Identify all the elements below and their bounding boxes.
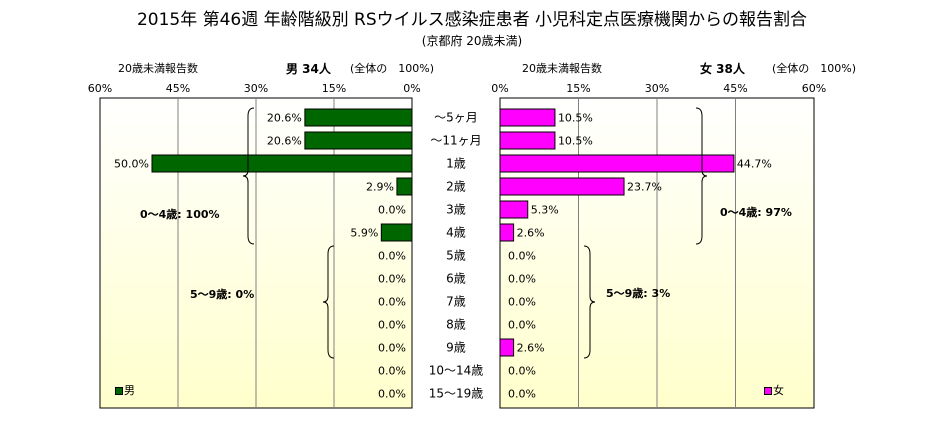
male-value-label: 2.9%	[366, 181, 394, 194]
legend-female-swatch	[764, 387, 772, 395]
female-value-label: 23.7%	[627, 181, 662, 194]
male-bar	[304, 108, 413, 127]
legend-male-label: 男	[124, 384, 135, 397]
female-value-label: 0.0%	[508, 250, 536, 263]
male-value-label: 50.0%	[114, 158, 149, 171]
right-tick-label: 30%	[645, 82, 669, 95]
category-label: 10～14歳	[429, 364, 484, 378]
category-label: 4歳	[446, 226, 466, 240]
female-bar	[499, 131, 556, 150]
left-count-label: 20歳未満報告数	[118, 62, 198, 75]
female-value-label: 0.0%	[508, 319, 536, 332]
female-value-label: 2.6%	[517, 342, 545, 355]
male-value-label: 20.6%	[267, 135, 302, 148]
right-tick-label: 45%	[723, 82, 747, 95]
category-label: ～5ヶ月	[434, 111, 478, 125]
category-label: 7歳	[446, 295, 466, 309]
male-bar	[396, 177, 413, 196]
left-ratio-label: (全体の 100%)	[350, 62, 435, 75]
left-tick-label: 0%	[403, 82, 420, 95]
legend-female: 女	[764, 382, 784, 398]
legend-female-label: 女	[773, 384, 784, 397]
right-count-label: 20歳未満報告数	[522, 62, 602, 75]
right-ratio-label: (全体の 100%)	[772, 62, 857, 75]
left-tick-label: 30%	[244, 82, 268, 95]
female-value-label: 10.5%	[558, 112, 593, 125]
female-value-label: 0.0%	[508, 388, 536, 401]
male-value-label: 0.0%	[378, 319, 406, 332]
category-label: 3歳	[446, 203, 466, 217]
right-sex-label: 女 38人	[700, 62, 745, 76]
right-tick-label: 60%	[802, 82, 826, 95]
left-sex-label: 男 34人	[286, 62, 331, 76]
male-0-4-group-label: 0～4歳: 100%	[140, 207, 220, 221]
female-5-9-group-label: 5～9歳: 3%	[606, 286, 670, 300]
male-value-label: 5.9%	[350, 227, 378, 240]
category-label: ～11ヶ月	[430, 134, 481, 148]
chart-subtitle: (京都府 20歳未満)	[421, 34, 523, 48]
male-value-label: 20.6%	[267, 112, 302, 125]
category-label: 9歳	[446, 341, 466, 355]
female-bar	[499, 338, 515, 357]
category-label: 8歳	[446, 318, 466, 332]
male-5-9-brace	[322, 245, 335, 359]
female-bar	[499, 154, 735, 173]
category-label: 1歳	[446, 157, 466, 171]
category-label: 15～19歳	[429, 387, 484, 401]
female-value-label: 0.0%	[508, 365, 536, 378]
male-bar	[151, 154, 413, 173]
male-value-label: 0.0%	[378, 296, 406, 309]
female-value-label: 44.7%	[737, 158, 772, 171]
male-bar	[380, 223, 413, 242]
male-0-4-brace	[242, 107, 255, 245]
legend-male-swatch	[115, 387, 123, 395]
right-tick-label: 15%	[566, 82, 590, 95]
female-value-label: 2.6%	[517, 227, 545, 240]
chart-title: 2015年 第46週 年齢階級別 RSウイルス感染症患者 小児科定点医療機関から…	[136, 10, 808, 30]
female-5-9-brace	[583, 245, 596, 359]
left-tick-label: 60%	[88, 82, 112, 95]
female-bar	[499, 177, 625, 196]
female-value-label: 10.5%	[558, 135, 593, 148]
male-value-label: 0.0%	[378, 273, 406, 286]
female-value-label: 0.0%	[508, 273, 536, 286]
male-value-label: 0.0%	[378, 250, 406, 263]
female-value-label: 5.3%	[531, 204, 559, 217]
female-value-label: 0.0%	[508, 296, 536, 309]
legend-male: 男	[115, 382, 135, 398]
female-bar	[499, 200, 529, 219]
male-value-label: 0.0%	[378, 365, 406, 378]
male-bar	[304, 131, 413, 150]
left-tick-label: 15%	[322, 82, 346, 95]
female-0-4-brace	[695, 107, 708, 245]
male-5-9-group-label: 5～9歳: 0%	[190, 287, 254, 301]
right-tick-label: 0%	[491, 82, 508, 95]
male-value-label: 0.0%	[378, 388, 406, 401]
male-value-label: 0.0%	[378, 342, 406, 355]
female-0-4-group-label: 0～4歳: 97%	[720, 205, 792, 219]
category-label: 5歳	[446, 249, 466, 263]
male-value-label: 0.0%	[378, 204, 406, 217]
category-label: 6歳	[446, 272, 466, 286]
left-tick-label: 45%	[166, 82, 190, 95]
female-bar	[499, 108, 556, 127]
female-bar	[499, 223, 515, 242]
category-label: 2歳	[446, 180, 466, 194]
